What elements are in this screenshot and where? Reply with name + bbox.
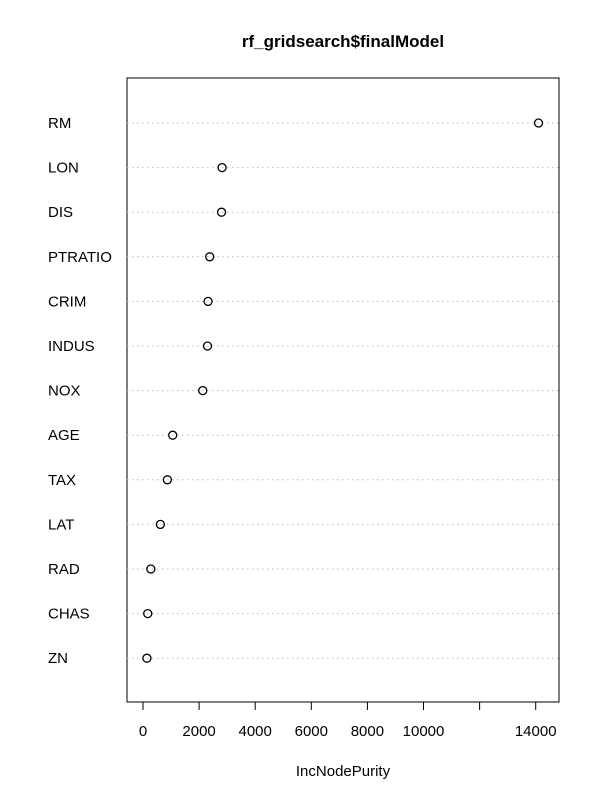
x-tick-label: 6000 xyxy=(295,723,328,740)
data-point xyxy=(533,118,544,128)
category-label: TAX xyxy=(48,472,76,489)
x-tick-label: 0 xyxy=(139,723,147,740)
data-point xyxy=(216,207,227,217)
plot-frame xyxy=(126,77,560,703)
x-axis-label: IncNodePurity xyxy=(296,763,391,780)
category-label: CRIM xyxy=(48,293,86,310)
data-point xyxy=(142,653,152,663)
x-tick-label: 4000 xyxy=(239,723,272,740)
chart-title: rf_gridsearch$finalModel xyxy=(242,32,444,51)
x-tick-label: 14000 xyxy=(515,723,557,740)
guide-lines xyxy=(127,122,559,659)
x-tick-label: 2000 xyxy=(182,723,215,740)
data-point xyxy=(205,252,215,262)
x-tick-label: 8000 xyxy=(351,723,384,740)
data-point xyxy=(198,385,208,396)
x-tick-label: 10000 xyxy=(403,723,445,740)
data-point xyxy=(203,296,213,307)
data-point xyxy=(146,564,156,574)
data-points xyxy=(142,118,544,663)
category-label: ZN xyxy=(48,650,68,667)
category-label: CHAS xyxy=(48,606,90,623)
x-axis: 0 2000 4000 6000 8000 10000 14000 xyxy=(139,701,557,740)
category-label: LAT xyxy=(48,516,74,533)
category-label: RAD xyxy=(48,561,80,578)
data-point xyxy=(217,162,227,173)
data-point xyxy=(143,608,153,619)
category-label: INDUS xyxy=(48,338,95,355)
data-point xyxy=(162,475,173,485)
data-point xyxy=(168,430,178,440)
category-label: PTRATIO xyxy=(48,249,112,266)
category-label: RM xyxy=(48,115,71,132)
category-label: NOX xyxy=(48,383,81,400)
category-label: AGE xyxy=(48,427,80,444)
data-point xyxy=(155,519,166,530)
category-label: DIS xyxy=(48,204,73,221)
data-point xyxy=(202,341,213,351)
category-label: LON xyxy=(48,160,79,177)
category-labels: RM LON DIS PTRATIO CRIM INDUS NOX AGE TAX LAT RAD C… xyxy=(48,115,112,667)
